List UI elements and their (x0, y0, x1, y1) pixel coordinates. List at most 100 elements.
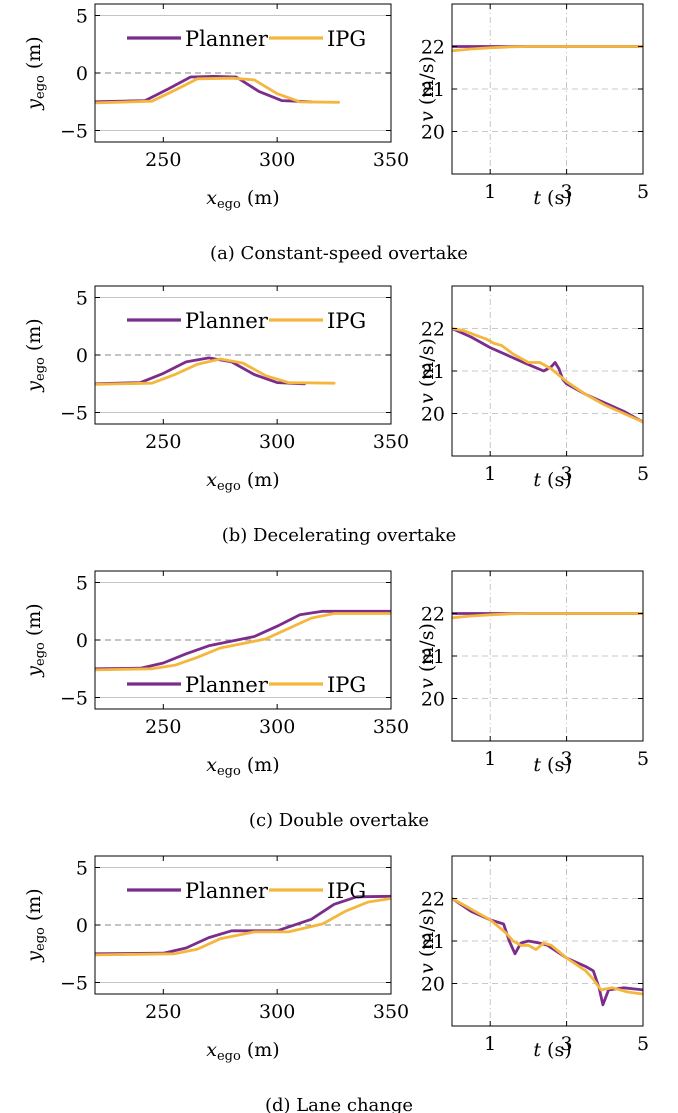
v-axis-label-unit: (m/s) (416, 623, 438, 678)
t-axis-label-symbol: t (533, 469, 541, 491)
series-line-planner (95, 356, 306, 386)
x-tick-label: 300 (259, 716, 295, 738)
t-axis-label: t (s) (533, 754, 571, 776)
y-axis-label-unit: (m) (23, 888, 45, 927)
x-tick-label: 5 (637, 181, 649, 203)
legend-label-ipg: IPG (327, 879, 366, 903)
x-tick-label: 350 (373, 431, 409, 453)
legend-label-planner: Planner (185, 673, 269, 697)
x-tick-label: 1 (484, 1033, 496, 1055)
series-line-ipg (452, 45, 643, 53)
t-axis-label: t (s) (533, 1039, 571, 1061)
legend: Planner IPG (127, 309, 366, 333)
y-tick-label: −5 (60, 121, 88, 143)
series-line-planner (95, 609, 391, 671)
y-tick-label: −5 (60, 403, 88, 425)
series-group (452, 327, 643, 424)
v-axis-label-symbol: v (416, 111, 438, 122)
y-tick-label: 21 (421, 79, 445, 101)
panel-caption-b: (b) Decelerating overtake (222, 525, 456, 546)
series-group (95, 75, 340, 105)
panel-caption-c: (c) Double overtake (249, 810, 429, 831)
t-axis-label-unit: (s) (541, 1039, 572, 1061)
x-tick-label: 1 (484, 463, 496, 485)
series-line-ipg (95, 76, 340, 105)
y-axis-label-unit: (m) (23, 318, 45, 357)
v-axis-label: v (m/s) (416, 56, 438, 122)
y-tick-label: 22 (421, 37, 445, 59)
y-tick-label: 5 (76, 288, 88, 310)
y-tick-label: 0 (76, 915, 88, 937)
series-group (452, 45, 643, 53)
y-tick-label: 20 (421, 404, 445, 426)
x-tick-label: 350 (373, 716, 409, 738)
series-group (95, 609, 391, 672)
v-axis-label-unit: (m/s) (416, 338, 438, 393)
t-axis-label-unit: (s) (541, 187, 572, 209)
y-tick-label: 22 (421, 319, 445, 341)
x-axis-label: xego (m) (206, 187, 279, 212)
t-axis-label: t (s) (533, 187, 571, 209)
panel-caption-a: (a) Constant-speed overtake (210, 243, 468, 264)
y-tick-label: 5 (76, 6, 88, 28)
series-line-ipg (95, 357, 336, 386)
y-tick-label: 20 (421, 689, 445, 711)
y-axis-label: yego (m) (23, 888, 48, 962)
y-tick-label: 5 (76, 573, 88, 595)
x-tick-label: 250 (145, 149, 181, 171)
x-axis-label-unit: (m) (241, 754, 280, 776)
v-axis-label: v (m/s) (416, 908, 438, 974)
series-group (452, 897, 643, 1007)
v-axis-label-unit: (m/s) (416, 56, 438, 111)
x-tick-label: 1 (484, 748, 496, 770)
x-axis-label: xego (m) (206, 754, 279, 779)
x-axis-label-unit: (m) (241, 469, 280, 491)
y-tick-label: 21 (421, 361, 445, 383)
x-tick-label: 300 (259, 431, 295, 453)
t-axis-label-unit: (s) (541, 469, 572, 491)
t-axis-label-symbol: t (533, 187, 541, 209)
x-tick-label: 350 (373, 1001, 409, 1023)
x-axis-label-symbol: x (206, 754, 217, 776)
y-tick-label: 22 (421, 604, 445, 626)
t-axis-label-symbol: t (533, 754, 541, 776)
y-tick-label: 20 (421, 122, 445, 144)
legend-label-planner: Planner (185, 879, 269, 903)
x-axis-label-symbol: x (206, 469, 217, 491)
x-tick-label: 3 (561, 463, 573, 485)
y-axis-label: yego (m) (23, 36, 48, 110)
series-line-ipg (452, 612, 643, 620)
x-tick-label: 3 (561, 1033, 573, 1055)
legend-label-ipg: IPG (327, 27, 366, 51)
v-axis-label-unit: (m/s) (416, 908, 438, 963)
y-axis-label: yego (m) (23, 603, 48, 677)
y-tick-label: −5 (60, 688, 88, 710)
y-axis-label-symbol: y (23, 99, 45, 111)
x-tick-label: 350 (373, 149, 409, 171)
y-axis-label-subscript: ego (33, 927, 48, 951)
legend-label-ipg: IPG (327, 673, 366, 697)
x-axis-label-subscript: ego (217, 764, 241, 779)
y-axis-label-subscript: ego (33, 357, 48, 381)
y-tick-label: 20 (421, 974, 445, 996)
y-axis-label-symbol: y (23, 951, 45, 963)
x-axis-label-subscript: ego (217, 197, 241, 212)
series-line-ipg (452, 327, 643, 424)
series-group (95, 894, 391, 957)
series-line-planner (95, 75, 313, 104)
y-tick-label: 0 (76, 63, 88, 85)
x-tick-label: 250 (145, 1001, 181, 1023)
series-line-ipg (95, 897, 391, 957)
y-tick-label: 21 (421, 646, 445, 668)
x-axis-label-subscript: ego (217, 1049, 241, 1064)
y-tick-label: 22 (421, 889, 445, 911)
x-axis-label-symbol: x (206, 1039, 217, 1061)
